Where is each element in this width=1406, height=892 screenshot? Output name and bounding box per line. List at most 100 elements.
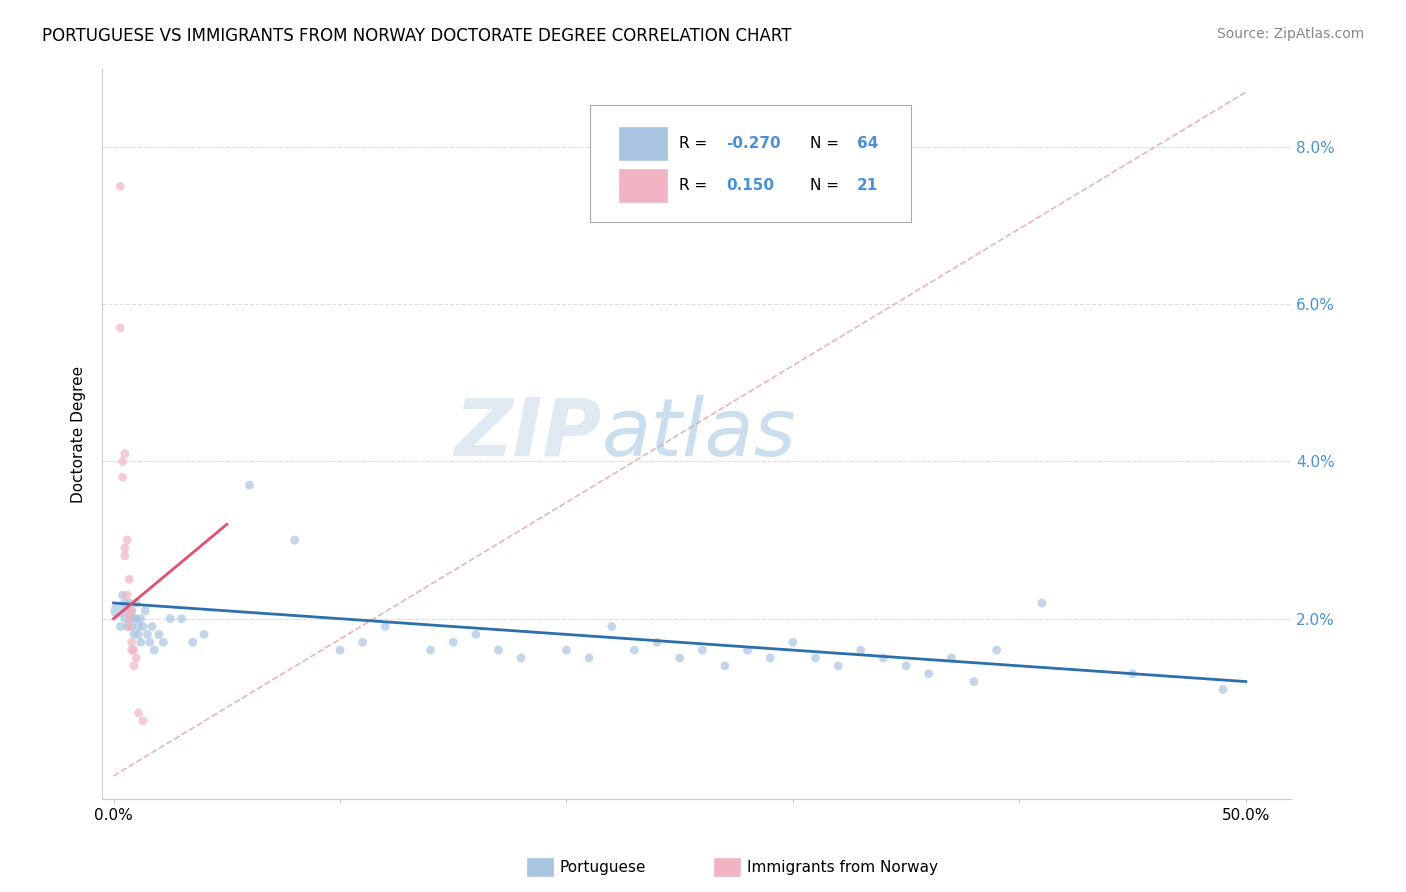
- Point: [121, 604, 143, 618]
- Point: [114, 596, 136, 610]
- Point: [118, 612, 141, 626]
- Point: [110, 321, 132, 335]
- Point: [181, 635, 204, 649]
- Point: [115, 588, 138, 602]
- Point: [690, 643, 713, 657]
- Text: ZIP: ZIP: [454, 395, 602, 473]
- Point: [827, 658, 849, 673]
- Point: [1121, 666, 1143, 681]
- Point: [804, 651, 827, 665]
- Point: [127, 619, 149, 633]
- Point: [419, 643, 441, 657]
- Point: [134, 604, 156, 618]
- Point: [148, 627, 170, 641]
- Point: [170, 612, 193, 626]
- Point: [115, 533, 138, 547]
- Point: [129, 635, 152, 649]
- Point: [918, 666, 941, 681]
- Point: [329, 643, 352, 657]
- Point: [110, 619, 132, 633]
- Text: R =: R =: [679, 178, 711, 193]
- Point: [115, 619, 138, 633]
- Point: [121, 643, 143, 657]
- Point: [111, 588, 134, 602]
- Text: Source: ZipAtlas.com: Source: ZipAtlas.com: [1216, 27, 1364, 41]
- Point: [464, 627, 486, 641]
- Text: 0.150: 0.150: [727, 178, 775, 193]
- Point: [111, 454, 134, 468]
- Text: 21: 21: [858, 178, 879, 193]
- Point: [122, 643, 145, 657]
- Point: [1212, 682, 1234, 697]
- Point: [125, 596, 148, 610]
- Point: [110, 179, 132, 194]
- Point: [759, 651, 782, 665]
- FancyBboxPatch shape: [620, 169, 666, 202]
- Text: PORTUGUESE VS IMMIGRANTS FROM NORWAY DOCTORATE DEGREE CORRELATION CHART: PORTUGUESE VS IMMIGRANTS FROM NORWAY DOC…: [42, 27, 792, 45]
- Point: [136, 627, 159, 641]
- Point: [555, 643, 578, 657]
- Point: [737, 643, 759, 657]
- Point: [941, 651, 963, 665]
- Point: [872, 651, 894, 665]
- Point: [963, 674, 986, 689]
- Point: [115, 604, 138, 618]
- Point: [441, 635, 464, 649]
- Point: [127, 627, 149, 641]
- Point: [125, 612, 148, 626]
- Point: [352, 635, 374, 649]
- Point: [114, 541, 136, 555]
- Y-axis label: Doctorate Degree: Doctorate Degree: [72, 366, 86, 502]
- Point: [118, 619, 141, 633]
- Point: [111, 470, 134, 484]
- Point: [141, 619, 163, 633]
- Point: [121, 619, 143, 633]
- Point: [782, 635, 804, 649]
- Point: [238, 478, 260, 492]
- Text: atlas: atlas: [602, 395, 796, 473]
- Point: [374, 619, 396, 633]
- Point: [118, 612, 141, 626]
- FancyBboxPatch shape: [589, 105, 911, 222]
- Point: [986, 643, 1008, 657]
- Point: [600, 619, 623, 633]
- Point: [894, 658, 917, 673]
- Text: N =: N =: [810, 136, 844, 152]
- Point: [488, 643, 510, 657]
- Point: [714, 658, 737, 673]
- FancyBboxPatch shape: [620, 127, 666, 160]
- Point: [132, 619, 155, 633]
- Point: [849, 643, 872, 657]
- Point: [107, 604, 129, 618]
- Point: [122, 612, 145, 626]
- Point: [152, 635, 174, 649]
- Point: [114, 612, 136, 626]
- Point: [122, 658, 145, 673]
- Point: [132, 714, 155, 728]
- Point: [623, 643, 645, 657]
- Point: [284, 533, 307, 547]
- Point: [115, 604, 138, 618]
- Point: [578, 651, 600, 665]
- Point: [125, 651, 148, 665]
- Point: [645, 635, 668, 649]
- Point: [1031, 596, 1053, 610]
- Point: [143, 643, 166, 657]
- Point: [193, 627, 215, 641]
- Text: Immigrants from Norway: Immigrants from Norway: [747, 860, 938, 874]
- Point: [510, 651, 533, 665]
- Text: R =: R =: [679, 136, 711, 152]
- Point: [159, 612, 181, 626]
- Point: [127, 706, 149, 720]
- Point: [121, 604, 143, 618]
- Point: [118, 573, 141, 587]
- Point: [118, 596, 141, 610]
- Point: [114, 447, 136, 461]
- Text: 64: 64: [858, 136, 879, 152]
- Point: [139, 635, 162, 649]
- Point: [668, 651, 690, 665]
- Text: -0.270: -0.270: [727, 136, 780, 152]
- Text: N =: N =: [810, 178, 844, 193]
- Text: Portuguese: Portuguese: [560, 860, 647, 874]
- Point: [129, 612, 152, 626]
